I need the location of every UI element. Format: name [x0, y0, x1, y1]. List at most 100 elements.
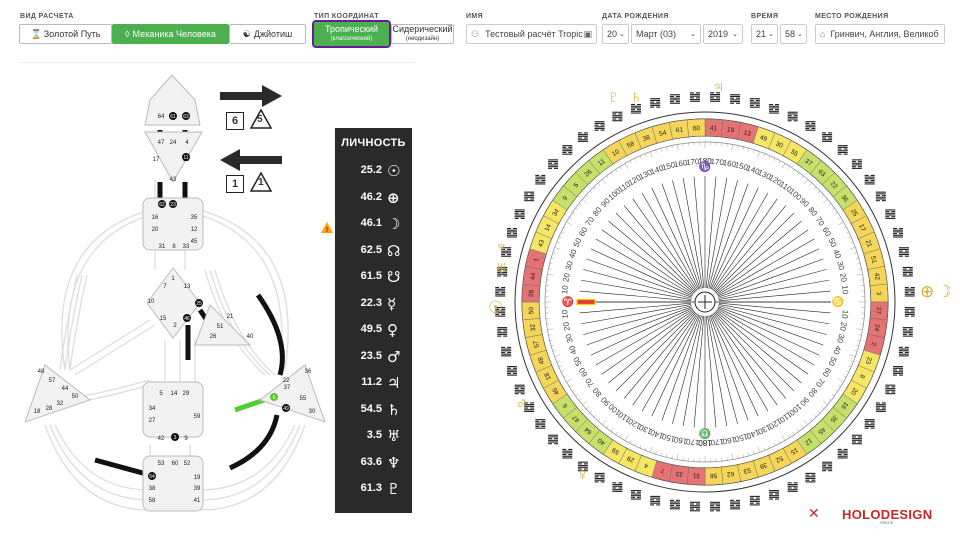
hexagram-icon: [730, 94, 741, 104]
degree-tick: [768, 155, 771, 159]
birth-minute-select[interactable]: 58 ⌄: [780, 24, 807, 44]
degree-tick: [547, 273, 554, 276]
svg-text:22: 22: [283, 378, 290, 384]
svg-text:21: 21: [227, 314, 234, 320]
birth-year-select[interactable]: 2019 ⌄: [703, 24, 743, 44]
hexagram-icon: [497, 327, 508, 337]
degree-tick: [601, 179, 607, 185]
degree-tick: [773, 443, 776, 446]
spoke: [595, 238, 694, 296]
degree-label: 10: [840, 309, 850, 319]
degree-label: 30: [564, 260, 575, 271]
planet-glyph-icon: ☉: [488, 298, 503, 317]
degree-tick: [850, 241, 854, 244]
gate-number: 42: [873, 272, 881, 281]
planet-glyph-icon: ☿: [387, 294, 397, 313]
degree-label: 60: [577, 366, 590, 379]
arrow-right-icon: [220, 85, 282, 107]
spoke: [711, 313, 769, 412]
gate-number: 5: [573, 182, 581, 190]
svg-text:55: 55: [300, 396, 307, 402]
gate-number: 17: [857, 223, 867, 233]
svg-text:34: 34: [149, 406, 156, 412]
spoke: [718, 306, 824, 346]
hexagram-icon: [630, 103, 641, 114]
svg-text:32: 32: [57, 401, 64, 407]
personality-value: 54.5: [360, 402, 382, 415]
gate-number: 24: [873, 323, 881, 332]
svg-text:44: 44: [62, 386, 69, 392]
degree-label: 140: [649, 427, 665, 440]
degree-label: 30: [835, 333, 846, 344]
hexagram-icon: [864, 419, 875, 429]
degree-tick: [666, 454, 668, 458]
personality-value: 25.2: [360, 164, 382, 176]
gate-number: 7: [660, 466, 666, 474]
planet-glyph-icon: ♇: [607, 87, 620, 106]
personality-row: 61.3 ♇: [335, 478, 412, 500]
spoke: [708, 315, 738, 424]
gate-number: 16: [839, 400, 849, 410]
svg-text:47: 47: [158, 140, 165, 146]
gate-number: 4: [643, 461, 649, 469]
personality-row: 46.2 ⊕: [335, 187, 412, 209]
personality-value: 49.5: [360, 323, 382, 335]
svg-text:49: 49: [283, 406, 289, 412]
degree-tick: [589, 410, 593, 414]
birth-day-select[interactable]: 20 ⌄: [602, 24, 629, 44]
degree-tick: [585, 194, 589, 198]
svg-text:48: 48: [38, 369, 45, 375]
warning-icon[interactable]: !: [321, 220, 333, 234]
degree-label: 80: [806, 386, 819, 399]
birth-time-label: ВРЕМЯ: [751, 13, 779, 20]
birth-month-select[interactable]: Март (03) ⌄: [631, 24, 701, 44]
logo-mark-icon: ✕: [808, 505, 820, 521]
calc-human-design-button[interactable]: ◊ Механика Человека: [112, 24, 229, 44]
spoke: [710, 187, 759, 290]
calc-golden-path-button[interactable]: ⌛ Золотой Путь: [19, 24, 112, 44]
degree-label: 150: [733, 432, 749, 444]
hexagram-icon: [893, 366, 904, 376]
degree-label: 180: [698, 157, 712, 166]
planet-glyph-icon: ♅: [387, 427, 401, 445]
gate-number: 9: [562, 195, 570, 202]
degree-tick: [835, 212, 838, 215]
hexagram-icon: [577, 132, 588, 142]
hexagram-icon: [630, 490, 641, 500]
birth-place-field[interactable]: ⌂ Гринвич, Англия, Великоб: [815, 24, 945, 44]
degree-tick: [763, 153, 766, 157]
svg-text:30: 30: [309, 409, 316, 415]
degree-tick: [639, 155, 642, 159]
gate-number: 41: [710, 125, 718, 132]
svg-text:2: 2: [173, 323, 177, 329]
degree-label: 60: [821, 226, 834, 239]
svg-text:11: 11: [183, 155, 188, 161]
zodiac-sign-icon: ♑: [699, 160, 711, 173]
coord-sidereal-button[interactable]: Сидерический (неодизайн): [391, 24, 454, 44]
degree-tick: [838, 384, 841, 387]
svg-text:59: 59: [194, 414, 201, 420]
hexagram-icon: [875, 191, 886, 202]
planet-glyph-icon: ☋: [387, 268, 401, 286]
gate-number: 56: [709, 472, 717, 479]
gate-number: 18: [543, 371, 553, 381]
hexagram-icon: [837, 145, 848, 155]
degree-tick: [854, 252, 858, 254]
spoke: [707, 315, 728, 427]
gate-number: 61: [675, 126, 684, 134]
degree-label: 10: [560, 309, 570, 319]
degree-tick: [849, 354, 856, 357]
degree-label: 140: [649, 163, 665, 176]
degree-tick: [671, 145, 673, 149]
degree-tick: [731, 453, 734, 460]
degree-tick: [778, 160, 781, 164]
name-field[interactable]: ⚇ Тестовый расчёт Tropic ▣: [466, 24, 597, 44]
coord-tropical-button[interactable]: Тропический (классический): [312, 20, 391, 48]
gate-number: 29: [626, 454, 636, 464]
calc-jyotish-button[interactable]: ☯ Джйотиш: [229, 24, 306, 44]
degree-tick: [748, 452, 750, 456]
degree-tick: [620, 435, 623, 438]
gate-number: 52: [774, 454, 784, 464]
svg-text:13: 13: [184, 284, 191, 290]
birth-hour-select[interactable]: 21 ⌄: [751, 24, 778, 44]
